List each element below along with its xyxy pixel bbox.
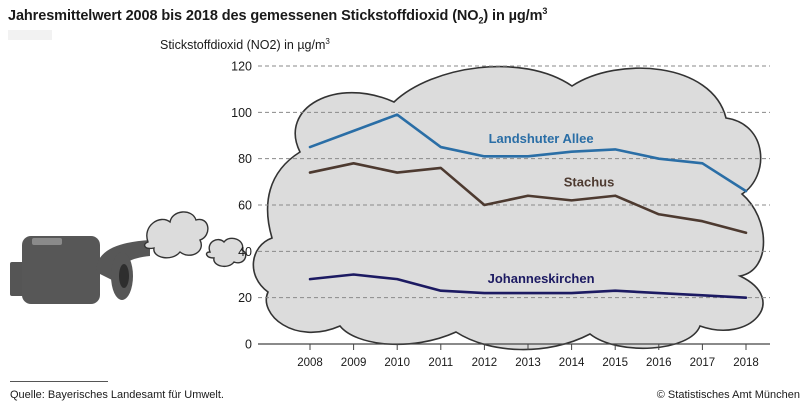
series-label-johanneskirchen: Johanneskirchen xyxy=(488,271,595,286)
header-decoration xyxy=(8,30,52,40)
x-tick-label: 2010 xyxy=(384,357,410,369)
source-note: Quelle: Bayerisches Landesamt für Umwelt… xyxy=(10,389,224,401)
y-tick-label: 0 xyxy=(245,338,252,352)
y-tick-label: 20 xyxy=(238,291,252,305)
x-tick-label: 2009 xyxy=(341,357,367,369)
x-tick-label: 2017 xyxy=(690,357,716,369)
x-tick-label: 2014 xyxy=(559,357,585,369)
footer-rule xyxy=(10,381,108,382)
x-tick-label: 2013 xyxy=(515,357,541,369)
y-tick-label: 40 xyxy=(238,245,252,259)
copyright-note: © Statistisches Amt München xyxy=(656,389,800,401)
x-tick-label: 2018 xyxy=(733,357,759,369)
y-tick-label: 100 xyxy=(231,106,252,120)
x-tick-label: 2011 xyxy=(428,357,453,369)
y-tick-label: 80 xyxy=(238,152,252,166)
exhaust-puff-icon xyxy=(143,211,247,268)
x-tick-label: 2012 xyxy=(472,357,498,369)
series-label-landshuter: Landshuter Allee xyxy=(489,131,594,146)
x-tick-label: 2008 xyxy=(297,357,323,369)
exhaust-can-icon xyxy=(10,236,150,304)
series-label-stachus: Stachus xyxy=(564,175,615,190)
y-tick-label: 60 xyxy=(238,199,252,213)
chart-title: Jahresmittelwert 2008 bis 2018 des gemes… xyxy=(8,6,548,26)
y-axis-label: Stickstoffdioxid (NO2) in µg/m3 xyxy=(160,37,330,53)
x-tick-label: 2016 xyxy=(646,357,672,369)
pollution-cloud xyxy=(252,65,765,351)
x-tick-label: 2015 xyxy=(602,357,628,369)
y-tick-label: 120 xyxy=(231,60,252,74)
